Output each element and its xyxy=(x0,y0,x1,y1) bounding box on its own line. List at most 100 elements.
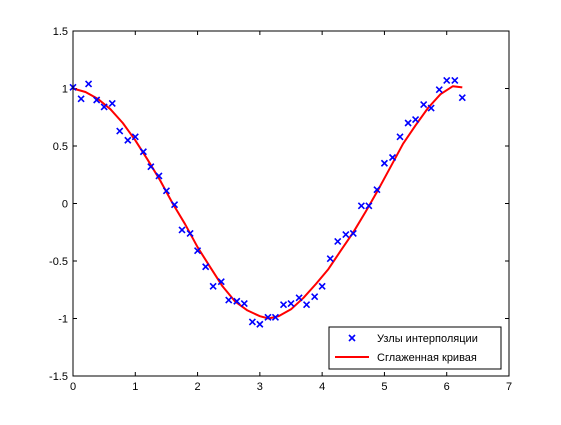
data-point-node xyxy=(240,299,248,308)
data-point-node xyxy=(342,230,350,239)
plot-frame xyxy=(72,30,510,377)
data-point-node xyxy=(458,94,466,102)
marker-stroke xyxy=(342,230,350,239)
data-point-node xyxy=(318,282,326,290)
marker-stroke xyxy=(404,119,412,127)
data-point-node xyxy=(155,172,163,180)
marker-stroke xyxy=(217,278,225,286)
legend-label: Узлы интерполяции xyxy=(377,333,478,345)
data-point-node xyxy=(365,202,373,210)
marker-stroke xyxy=(458,94,466,102)
marker-stroke xyxy=(311,293,319,301)
data-point-node xyxy=(162,187,170,195)
marker-stroke xyxy=(100,103,108,111)
data-point-node xyxy=(233,297,241,305)
marker-stroke xyxy=(427,104,435,112)
data-point-node xyxy=(326,255,334,263)
data-point-node xyxy=(412,115,420,124)
data-point-node xyxy=(334,237,342,246)
marker-stroke xyxy=(380,159,388,167)
marker-stroke xyxy=(85,80,93,88)
marker-stroke xyxy=(388,153,397,162)
data-point-node xyxy=(443,76,451,85)
y-tick-label: -1 xyxy=(58,314,68,326)
marker-stroke xyxy=(334,237,342,246)
legend: Узлы интерполяции Сглаженная кривая xyxy=(328,326,502,370)
x-tick-label: 4 xyxy=(319,381,325,393)
marker-stroke xyxy=(303,301,311,309)
marker-stroke xyxy=(178,226,186,234)
marker-stroke xyxy=(233,297,241,305)
marker-stroke xyxy=(264,313,272,321)
marker-stroke xyxy=(412,115,420,124)
marker-stroke xyxy=(194,247,202,255)
marker-stroke xyxy=(451,76,459,85)
marker-stroke xyxy=(256,320,264,328)
marker-stroke xyxy=(202,263,210,271)
data-point-node xyxy=(209,282,217,290)
data-point-node xyxy=(202,263,210,271)
data-point-node xyxy=(311,293,319,301)
y-tick-label: 0 xyxy=(62,199,68,211)
x-tick-label: 0 xyxy=(70,381,76,393)
data-point-node xyxy=(349,229,357,237)
marker-stroke xyxy=(396,133,404,141)
data-point-node xyxy=(248,318,256,326)
data-point-node xyxy=(186,229,194,237)
marker-stroke xyxy=(170,201,179,209)
x-tick-label: 2 xyxy=(195,381,201,393)
marker-stroke xyxy=(271,313,279,321)
data-point-node xyxy=(357,202,365,210)
data-point-node xyxy=(139,148,147,156)
plot-area xyxy=(73,31,509,376)
legend-label: Сглаженная кривая xyxy=(377,352,477,364)
marker-stroke xyxy=(443,76,451,85)
data-point-node xyxy=(93,96,101,104)
x-tick-label: 1 xyxy=(132,381,138,393)
data-point-node xyxy=(427,104,435,112)
marker-stroke xyxy=(225,296,233,304)
marker-stroke xyxy=(93,96,101,104)
data-point-node xyxy=(380,159,388,167)
marker-stroke xyxy=(108,99,116,108)
marker-stroke xyxy=(420,101,428,109)
marker-stroke xyxy=(326,255,334,263)
marker-stroke xyxy=(77,95,85,103)
data-point-node xyxy=(303,301,311,309)
marker-stroke xyxy=(318,282,326,290)
data-point-node xyxy=(295,294,303,302)
x-tick-label: 5 xyxy=(381,381,387,393)
data-point-node xyxy=(271,313,279,321)
data-point-node xyxy=(256,320,264,328)
marker-stroke xyxy=(209,282,217,290)
y-tick-label: -0.5 xyxy=(49,256,68,268)
data-point-node xyxy=(388,153,397,162)
data-point-node xyxy=(217,278,225,286)
data-point-node xyxy=(194,247,202,255)
marker-stroke xyxy=(124,136,132,144)
data-point-node xyxy=(225,296,233,304)
y-tick-label: 0.5 xyxy=(53,141,68,153)
data-point-node xyxy=(170,201,179,209)
marker-stroke xyxy=(295,294,303,302)
marker-stroke xyxy=(435,86,443,94)
data-point-node xyxy=(147,163,155,171)
data-point-node xyxy=(77,95,85,103)
x-tick-label: 6 xyxy=(444,381,450,393)
marker-stroke xyxy=(155,172,163,180)
data-point-node xyxy=(279,301,288,309)
data-point-node xyxy=(131,133,139,141)
data-point-node xyxy=(124,136,132,144)
marker-stroke xyxy=(279,301,288,309)
data-point-node xyxy=(373,186,381,194)
data-point-node xyxy=(178,226,186,234)
marker-stroke xyxy=(139,148,147,156)
data-point-node xyxy=(264,313,272,321)
data-series xyxy=(69,76,466,328)
data-point-node xyxy=(435,86,443,94)
y-tick-label: 1 xyxy=(62,84,68,96)
marker-stroke xyxy=(240,299,248,308)
data-point-node xyxy=(451,76,459,85)
y-tick-label: 1.5 xyxy=(53,26,68,38)
tick-labels: 0 1 2 3 4 5 6 7 -1.5 -1 -0.5 0 0.5 1 1.5 xyxy=(49,26,512,393)
